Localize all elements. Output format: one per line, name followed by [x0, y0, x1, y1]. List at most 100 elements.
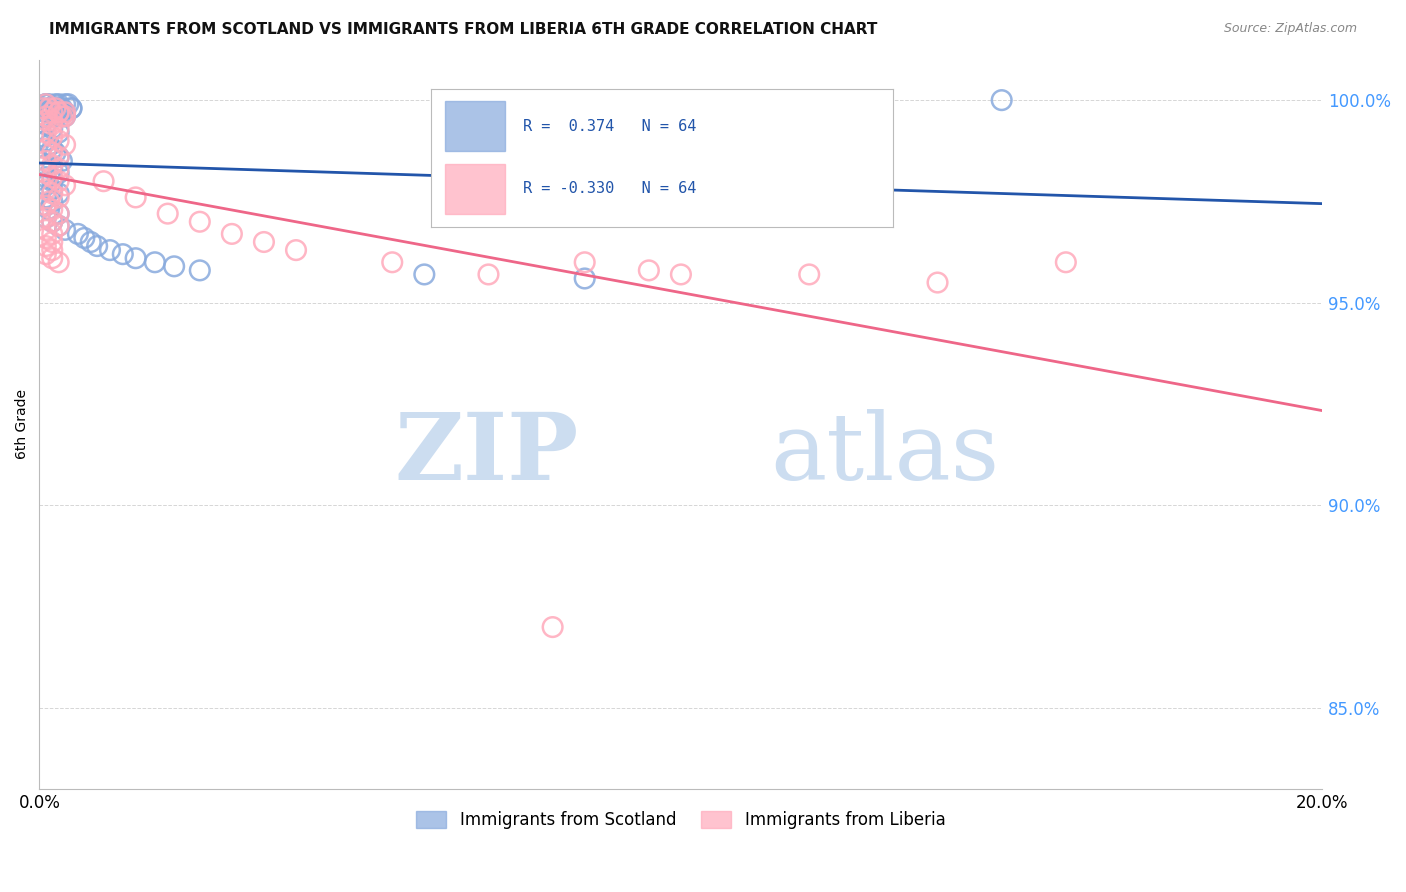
Point	[41, 142, 63, 156]
Point	[48, 219, 70, 233]
Point	[253, 235, 276, 249]
Point	[637, 263, 659, 277]
Point	[48, 97, 70, 112]
Point	[41, 101, 63, 115]
Point	[35, 97, 58, 112]
Point	[41, 113, 63, 128]
Point	[41, 174, 63, 188]
Point	[35, 239, 58, 253]
Point	[48, 255, 70, 269]
Point	[48, 150, 70, 164]
Point	[53, 178, 76, 193]
Point	[156, 206, 179, 220]
Point	[53, 105, 76, 120]
Point	[41, 121, 63, 136]
Point	[35, 211, 58, 225]
Point	[111, 247, 134, 261]
Point	[38, 194, 60, 209]
Point	[53, 223, 76, 237]
Point	[35, 105, 58, 120]
Point	[41, 158, 63, 172]
Legend: Immigrants from Scotland, Immigrants from Liberia: Immigrants from Scotland, Immigrants fro…	[409, 804, 952, 836]
Point	[48, 174, 70, 188]
Point	[541, 620, 564, 634]
Point	[93, 174, 115, 188]
Text: ZIP: ZIP	[394, 409, 578, 499]
Point	[48, 134, 70, 148]
Point	[41, 129, 63, 144]
Point	[799, 268, 821, 282]
Point	[143, 255, 166, 269]
Point	[44, 101, 66, 115]
Point	[41, 215, 63, 229]
Point	[41, 194, 63, 209]
Point	[41, 145, 63, 160]
Point	[41, 182, 63, 196]
Point	[31, 101, 53, 115]
Point	[44, 97, 66, 112]
Point	[188, 215, 211, 229]
Point	[44, 145, 66, 160]
Point	[38, 97, 60, 112]
Point	[35, 142, 58, 156]
Point	[51, 101, 73, 115]
Point	[48, 186, 70, 201]
Point	[31, 101, 53, 115]
Point	[48, 206, 70, 220]
Point	[35, 223, 58, 237]
Point	[35, 109, 58, 123]
Point	[124, 190, 146, 204]
Point	[53, 97, 76, 112]
Point	[48, 219, 70, 233]
Point	[41, 162, 63, 177]
Point	[41, 101, 63, 115]
Point	[477, 268, 499, 282]
Point	[35, 158, 58, 172]
Point	[86, 239, 108, 253]
Point	[51, 109, 73, 123]
Text: Source: ZipAtlas.com: Source: ZipAtlas.com	[1223, 22, 1357, 36]
Point	[41, 118, 63, 132]
Point	[35, 97, 58, 112]
Point	[48, 121, 70, 136]
Point	[53, 105, 76, 120]
Point	[35, 97, 58, 112]
Point	[221, 227, 243, 241]
Point	[48, 101, 70, 115]
Point	[35, 247, 58, 261]
Point	[41, 227, 63, 241]
Point	[574, 255, 596, 269]
Point	[35, 126, 58, 140]
Point	[188, 263, 211, 277]
Point	[163, 260, 186, 274]
Point	[381, 255, 404, 269]
Point	[413, 268, 436, 282]
Point	[38, 137, 60, 152]
Point	[98, 243, 121, 257]
Point	[35, 153, 58, 168]
Point	[48, 126, 70, 140]
Point	[927, 276, 949, 290]
Point	[124, 251, 146, 265]
Point	[48, 162, 70, 177]
Point	[58, 97, 80, 112]
Point	[35, 198, 58, 212]
Point	[48, 105, 70, 120]
Point	[53, 109, 76, 123]
Point	[48, 105, 70, 120]
Point	[51, 153, 73, 168]
Point	[1054, 255, 1077, 269]
Point	[574, 271, 596, 285]
Point	[38, 202, 60, 217]
Point	[48, 190, 70, 204]
Point	[35, 166, 58, 180]
Point	[35, 170, 58, 185]
Point	[35, 134, 58, 148]
Point	[41, 202, 63, 217]
Point	[48, 206, 70, 220]
Point	[60, 101, 83, 115]
Point	[41, 105, 63, 120]
Text: IMMIGRANTS FROM SCOTLAND VS IMMIGRANTS FROM LIBERIA 6TH GRADE CORRELATION CHART: IMMIGRANTS FROM SCOTLAND VS IMMIGRANTS F…	[49, 22, 877, 37]
Point	[41, 105, 63, 120]
Point	[48, 150, 70, 164]
